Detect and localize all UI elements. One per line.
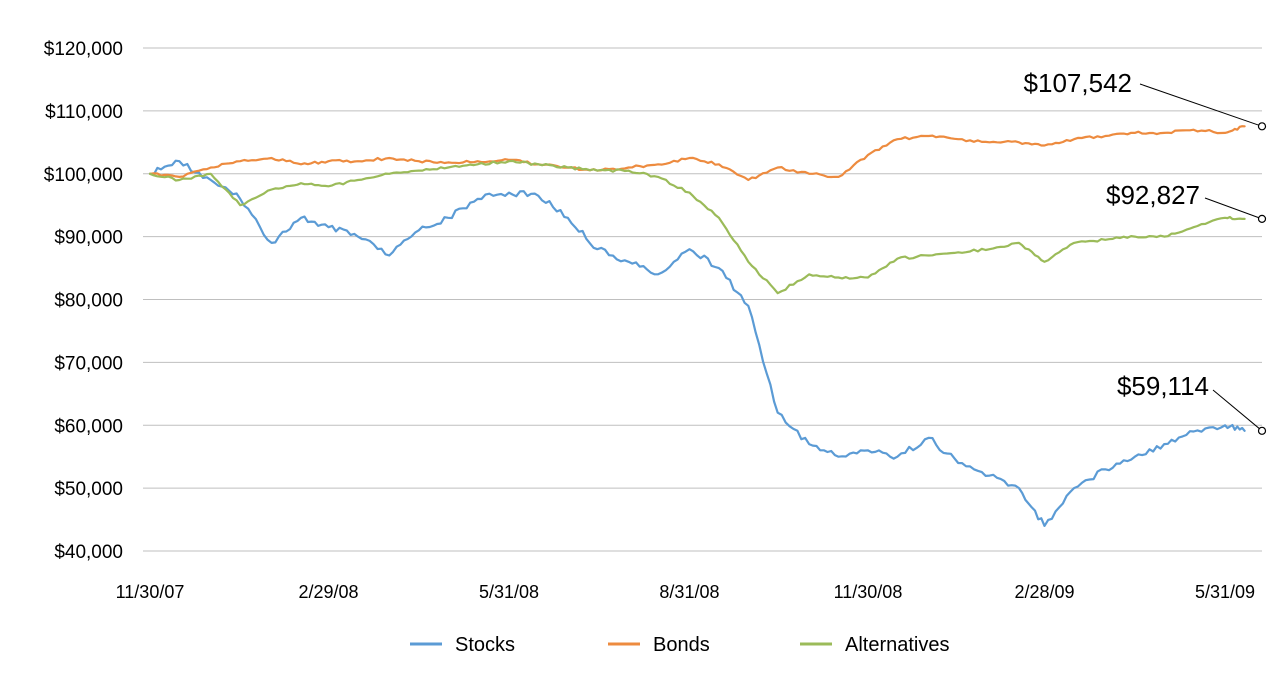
legend-label-stocks: Stocks — [455, 634, 515, 656]
y-axis-ticks: $120,000 $110,000 $100,000 $90,000 $80,000 $7… — [44, 39, 123, 563]
annotation-label-alternatives: $92,827 — [1106, 180, 1200, 210]
legend: Stocks Bonds Alternatives — [410, 634, 950, 656]
y-tick-label: $80,000 — [54, 291, 123, 312]
y-tick-label: $90,000 — [54, 228, 123, 249]
annotation-label-bonds: $107,542 — [1024, 68, 1132, 98]
annotation-leader-alternatives — [1204, 197, 1263, 220]
y-tick-label: $50,000 — [54, 479, 123, 500]
y-tick-label: $120,000 — [44, 39, 123, 60]
series-line-stocks — [148, 159, 1246, 527]
end-point-marker-bonds — [1257, 122, 1267, 131]
annotation-leader-bonds — [1139, 83, 1263, 127]
x-tick-label: 5/31/08 — [479, 582, 539, 602]
end-point-marker-alternatives — [1257, 214, 1267, 223]
end-value-annotations: $107,542 $92,827 $59,114 — [1024, 68, 1267, 435]
x-tick-label: 8/31/08 — [659, 582, 719, 602]
x-tick-label: 2/29/08 — [298, 582, 358, 602]
series-line-alternatives — [148, 159, 1246, 295]
y-tick-label: $40,000 — [54, 542, 123, 563]
annotation-label-stocks: $59,114 — [1117, 371, 1209, 401]
legend-label-bonds: Bonds — [653, 634, 710, 656]
x-tick-label: 11/30/07 — [116, 582, 185, 602]
legend-label-alternatives: Alternatives — [845, 634, 950, 656]
annotation-leader-stocks — [1212, 389, 1263, 432]
y-tick-label: $60,000 — [54, 416, 123, 437]
y-tick-label: $110,000 — [45, 102, 123, 123]
x-tick-label: 11/30/08 — [834, 582, 903, 602]
x-tick-label: 2/28/09 — [1014, 582, 1074, 602]
grid-lines — [143, 47, 1262, 552]
x-axis-ticks: 11/30/07 2/29/08 5/31/08 8/31/08 11/30/08 2/2… — [116, 582, 1255, 602]
y-tick-label: $100,000 — [44, 165, 123, 186]
series-line-bonds — [148, 125, 1246, 182]
y-tick-label: $70,000 — [54, 353, 123, 374]
series-lines — [148, 125, 1246, 527]
end-point-marker-stocks — [1257, 426, 1267, 435]
x-tick-label: 5/31/09 — [1195, 582, 1255, 602]
